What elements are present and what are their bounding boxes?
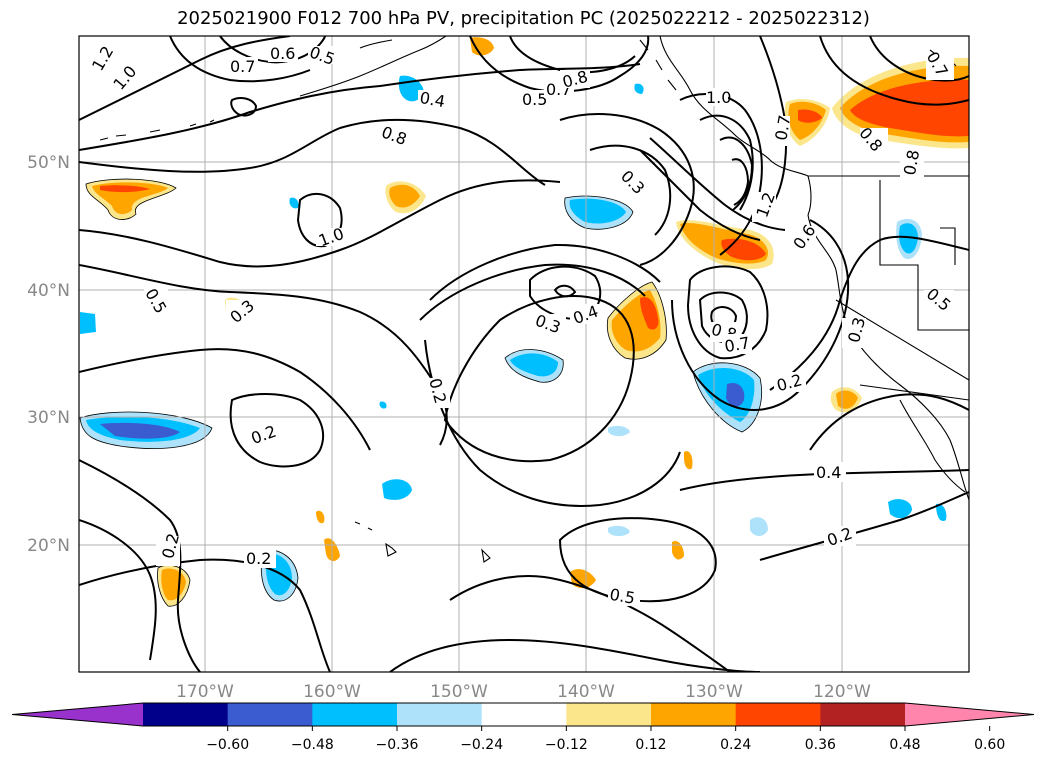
lat-label: 20°N	[27, 536, 70, 556]
contour-labels: 1.2 1.0 0.7 0.6 0.5 0.4 0.8 0.5 0.7 0.8 …	[88, 42, 955, 608]
negative-precip-shading	[80, 75, 947, 602]
contour-label: 0.4	[816, 463, 841, 482]
colorbar: −0.60 −0.48 −0.36 −0.24 −0.12 0.12 0.24 0.36 0.4…	[11, 702, 1035, 753]
contour-label: 0.6	[270, 44, 295, 63]
colorbar-segment	[481, 703, 567, 726]
colorbar-segment	[651, 703, 737, 726]
map-title: 2025021900 F012 700 hPa PV, precipitatio…	[177, 8, 870, 29]
lat-label: 50°N	[27, 153, 70, 173]
contour-label: 0.7	[230, 57, 255, 76]
map-frame	[78, 35, 970, 673]
contour-label: 0.7	[723, 333, 751, 356]
lon-label: 120°W	[813, 682, 871, 702]
gridlines	[79, 36, 969, 672]
lon-label: 170°W	[176, 682, 234, 702]
contour-label: 0.8	[900, 148, 923, 176]
lon-label: 160°W	[303, 682, 361, 702]
colorbar-tick-label: −0.24	[460, 737, 503, 753]
shading-outlines	[79, 178, 762, 607]
colorbar-tick-label: 0.36	[805, 737, 836, 753]
map-content: 1.2 1.0 0.7 0.6 0.5 0.4 0.8 0.5 0.7 0.8 …	[79, 36, 969, 672]
lon-label: 130°W	[685, 682, 743, 702]
lat-label: 40°N	[27, 281, 70, 301]
colorbar-segment	[566, 703, 652, 726]
colorbar-segment	[820, 703, 906, 726]
pv-contours	[79, 36, 969, 672]
contour-label: 0.7	[771, 114, 794, 142]
coastlines	[99, 36, 969, 563]
contour-label: 1.0	[706, 88, 731, 107]
colorbar-tick-label: 0.60	[974, 737, 1005, 753]
lat-label: 30°N	[27, 408, 70, 428]
colorbar-tick-label: −0.60	[206, 737, 249, 753]
colorbar-tick-label: 0.24	[720, 737, 751, 753]
lon-label: 140°W	[557, 682, 615, 702]
colorbar-segment	[312, 703, 398, 726]
lon-axis-labels: 170°W 160°W 150°W 140°W 130°W 120°W	[176, 682, 871, 702]
colorbar-extend-max	[905, 703, 1034, 726]
contour-label: 0.5	[608, 585, 636, 608]
lat-axis-labels: 50°N 40°N 30°N 20°N	[27, 153, 70, 556]
colorbar-segment	[735, 703, 821, 726]
colorbar-tick-label: −0.36	[376, 737, 419, 753]
colorbar-tick-label: 0.12	[635, 737, 666, 753]
contour-label: 0.5	[522, 90, 547, 109]
colorbar-extend-min	[12, 703, 143, 726]
contour-label: 0.2	[246, 549, 271, 568]
colorbar-tick-label: −0.12	[545, 737, 588, 753]
lon-label: 150°W	[430, 682, 488, 702]
colorbar-outline	[11, 702, 1035, 727]
colorbar-tick-label: 0.48	[889, 737, 920, 753]
colorbar-tick-label: −0.48	[291, 737, 334, 753]
contour-label: 0.4	[418, 88, 446, 111]
colorbar-segment	[227, 703, 313, 726]
colorbar-segment	[397, 703, 483, 726]
colorbar-segment	[143, 703, 229, 726]
